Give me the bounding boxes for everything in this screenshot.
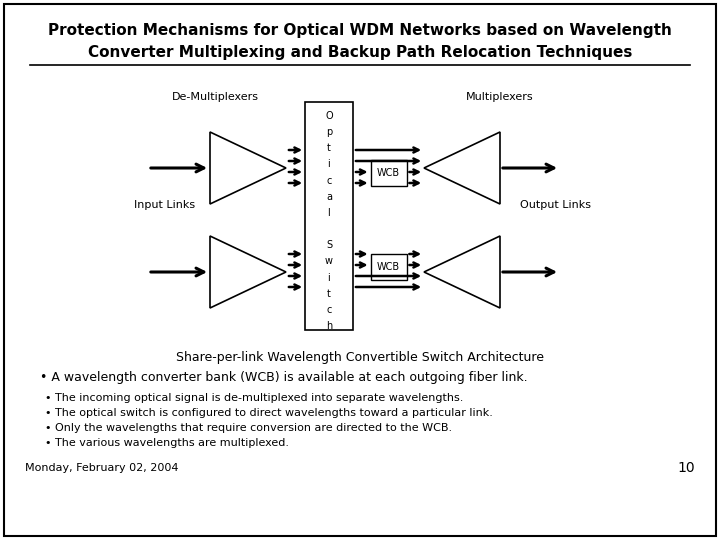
Text: • A wavelength converter bank (WCB) is available at each outgoing fiber link.: • A wavelength converter bank (WCB) is a… — [40, 372, 528, 384]
Text: • The incoming optical signal is de-multiplexed into separate wavelengths.: • The incoming optical signal is de-mult… — [45, 393, 464, 403]
Text: WCB: WCB — [377, 262, 400, 272]
Text: Output Links: Output Links — [520, 200, 590, 210]
Text: Input Links: Input Links — [135, 200, 196, 210]
Text: i: i — [328, 159, 330, 170]
Text: t: t — [327, 143, 331, 153]
Text: S: S — [326, 240, 332, 250]
Polygon shape — [210, 236, 286, 308]
Polygon shape — [424, 236, 500, 308]
Text: t: t — [327, 289, 331, 299]
Text: a: a — [326, 192, 332, 202]
Polygon shape — [210, 132, 286, 204]
Bar — [305, 102, 353, 330]
Text: O: O — [325, 111, 333, 121]
Bar — [371, 254, 407, 280]
Polygon shape — [424, 132, 500, 204]
Text: p: p — [326, 127, 332, 137]
Text: • The optical switch is configured to direct wavelengths toward a particular lin: • The optical switch is configured to di… — [45, 408, 493, 418]
Text: De-Multiplexers: De-Multiplexers — [171, 92, 258, 102]
Text: c: c — [326, 305, 332, 315]
Text: w: w — [325, 256, 333, 266]
Bar — [371, 160, 407, 186]
Text: h: h — [326, 321, 332, 331]
Text: 10: 10 — [678, 461, 695, 475]
Text: Protection Mechanisms for Optical WDM Networks based on Wavelength: Protection Mechanisms for Optical WDM Ne… — [48, 23, 672, 37]
Text: i: i — [328, 273, 330, 282]
Text: c: c — [326, 176, 332, 186]
Text: Multiplexers: Multiplexers — [466, 92, 534, 102]
Text: l: l — [328, 208, 330, 218]
Text: Monday, February 02, 2004: Monday, February 02, 2004 — [25, 463, 179, 473]
Text: Share-per-link Wavelength Convertible Switch Architecture: Share-per-link Wavelength Convertible Sw… — [176, 352, 544, 365]
Text: • The various wavelengths are multiplexed.: • The various wavelengths are multiplexe… — [45, 438, 289, 448]
Text: Converter Multiplexing and Backup Path Relocation Techniques: Converter Multiplexing and Backup Path R… — [88, 44, 632, 59]
Text: • Only the wavelengths that require conversion are directed to the WCB.: • Only the wavelengths that require conv… — [45, 423, 452, 433]
Text: WCB: WCB — [377, 168, 400, 178]
